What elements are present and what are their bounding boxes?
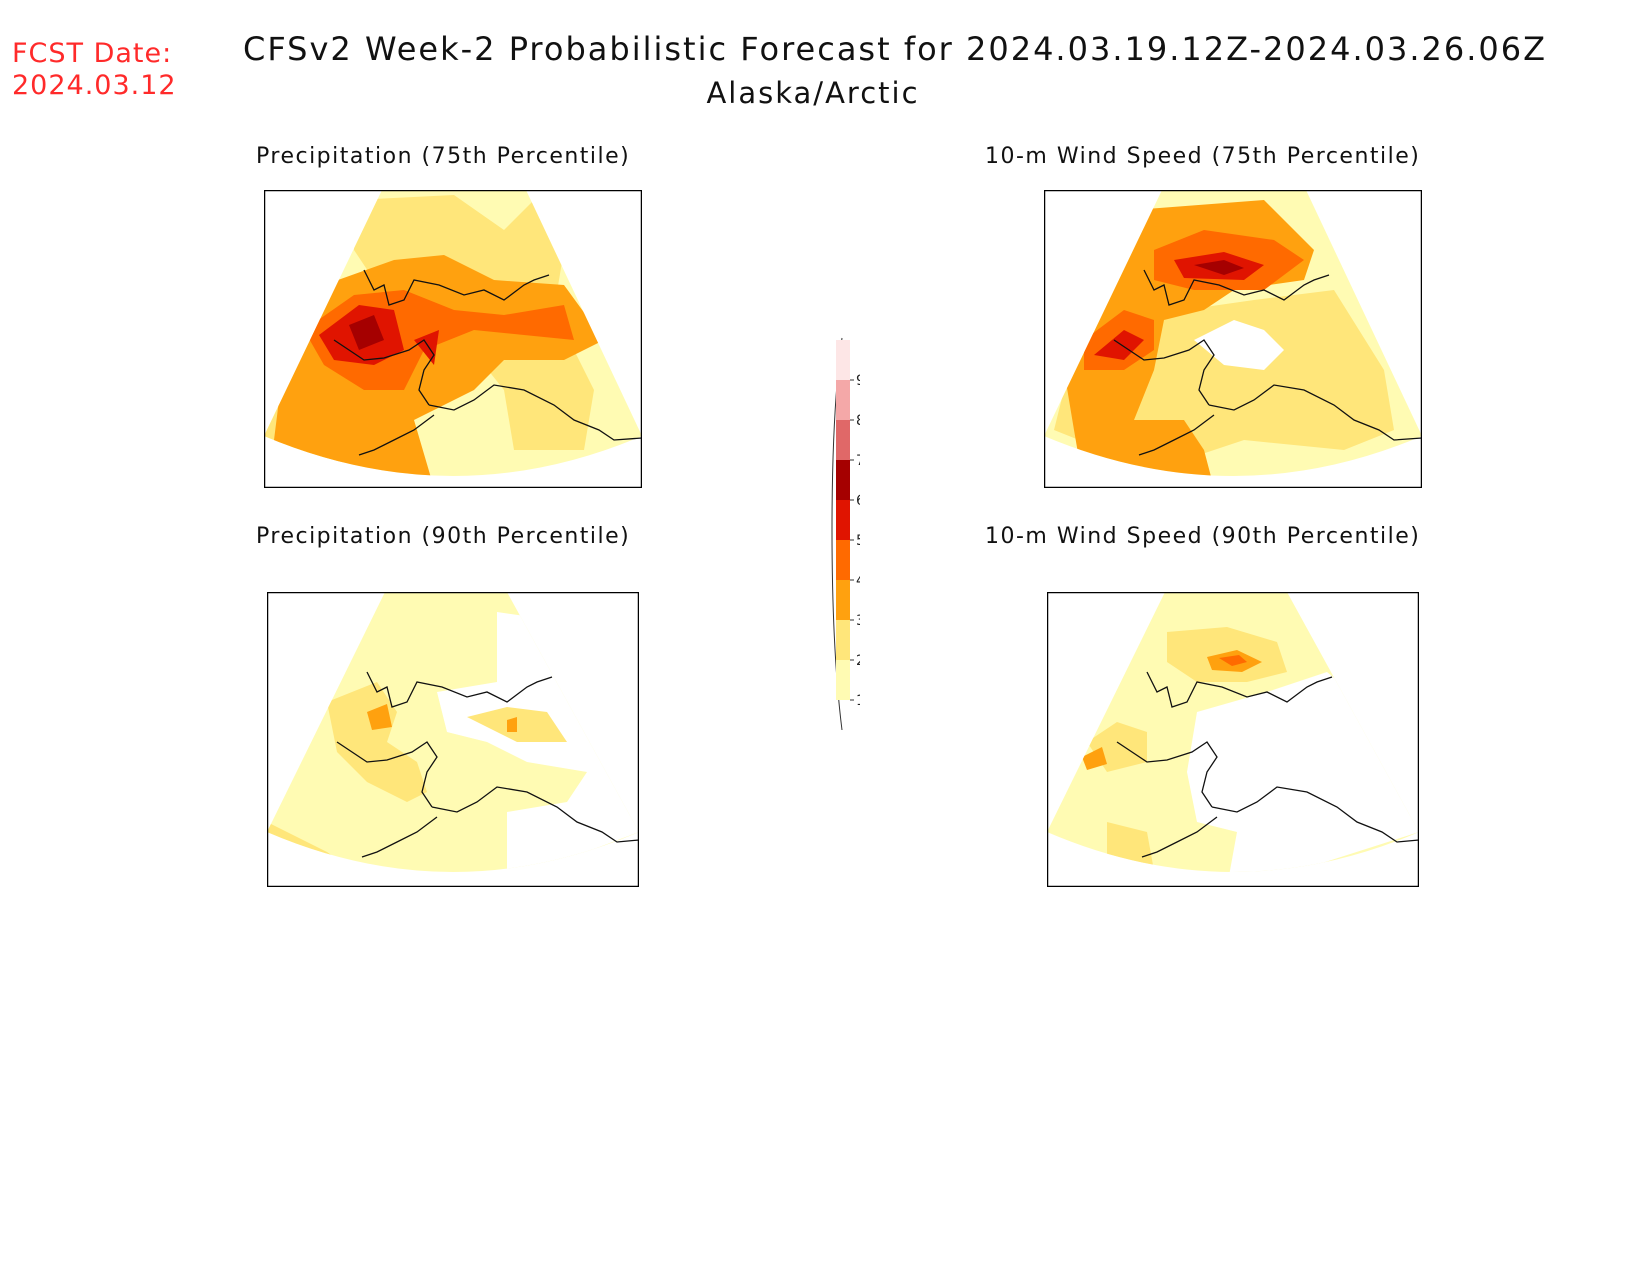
- panel-title-wind90: 10-m Wind Speed (90th Percentile): [985, 524, 1421, 549]
- coastline: [1113, 269, 1422, 456]
- probability-field: [1047, 592, 1419, 872]
- colorbar-box: [836, 620, 850, 660]
- colorbar-tick-label: 50: [856, 533, 860, 549]
- colorbar-tick-label: 70: [856, 453, 860, 469]
- map-frame: [1044, 190, 1422, 488]
- forecast-date-label: FCST Date:: [12, 38, 173, 69]
- coastline: [333, 269, 642, 456]
- colorbar-box: [836, 580, 850, 620]
- map-precip75: [264, 190, 642, 488]
- colorbar-box: [836, 500, 850, 540]
- probability-field: [1044, 190, 1422, 476]
- region-subtitle: Alaska/Arctic: [706, 76, 920, 110]
- colorbar-box: [836, 540, 850, 580]
- panel-title-precip90: Precipitation (90th Percentile): [256, 524, 631, 549]
- map-frame: [267, 592, 639, 887]
- probability-field: [267, 592, 639, 872]
- panel-title-precip75: Precipitation (75th Percentile): [256, 144, 631, 169]
- map-frame: [1047, 592, 1419, 887]
- map-frame: [264, 190, 642, 488]
- forecast-date-block: FCST Date: 2024.03.12: [12, 38, 177, 102]
- colorbar-tick-label: 90: [856, 373, 860, 389]
- colorbar-box: [836, 420, 850, 460]
- coastline: [336, 671, 639, 858]
- map-precip90: [267, 592, 639, 887]
- colorbar-labels: 10 20 30 40 50 60 70 80 90: [850, 373, 860, 709]
- forecast-date-value: 2024.03.12: [12, 70, 177, 101]
- colorbar-boxes: [836, 340, 850, 700]
- colorbar: 10 20 30 40 50 60 70 80 90: [831, 337, 860, 731]
- colorbar-tick-label: 10: [856, 693, 860, 709]
- colorbar-box: [836, 460, 850, 500]
- colorbar-tick-label: 30: [856, 613, 860, 629]
- colorbar-tick-label: 60: [856, 493, 860, 509]
- page-title: CFSv2 Week-2 Probabilistic Forecast for …: [242, 30, 1548, 68]
- panel-title-wind75: 10-m Wind Speed (75th Percentile): [985, 144, 1421, 169]
- colorbar-box: [836, 660, 850, 700]
- colorbar-tick-label: 40: [856, 573, 860, 589]
- colorbar-tick-label: 20: [856, 653, 860, 669]
- coastline: [1116, 671, 1419, 858]
- map-wind90: [1047, 592, 1419, 887]
- map-wind75: [1044, 190, 1422, 488]
- probability-field: [264, 190, 642, 476]
- colorbar-tick-label: 80: [856, 413, 860, 429]
- colorbar-box: [836, 340, 850, 380]
- colorbar-box: [836, 380, 850, 420]
